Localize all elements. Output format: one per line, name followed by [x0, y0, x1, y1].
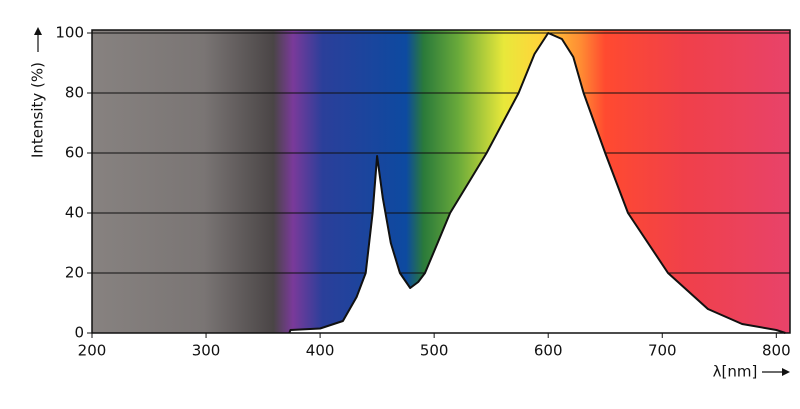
- plot-frame: [91, 29, 791, 334]
- x-tick-label: 600: [534, 342, 563, 360]
- x-tick-label: 700: [648, 342, 677, 360]
- x-axis-arrowhead: [782, 368, 790, 376]
- x-tick-label: 500: [420, 342, 449, 360]
- x-tick-label: 400: [306, 342, 335, 360]
- area: [289, 33, 786, 333]
- y-tick-label: 0: [74, 324, 84, 342]
- y-tick-label: 60: [65, 144, 84, 162]
- y-axis-arrowhead: [34, 27, 42, 35]
- x-tick-label: 200: [78, 342, 107, 360]
- y-tick-label: 40: [65, 204, 84, 222]
- line: [288, 32, 786, 334]
- x-tick-label: 800: [762, 342, 791, 360]
- y-axis-label: Intensity (%): [29, 62, 47, 158]
- y-tick-label: 80: [65, 84, 84, 102]
- x-tick-label: 300: [192, 342, 221, 360]
- y-tick-label: 100: [55, 24, 84, 42]
- y-tick-label: 20: [65, 264, 84, 282]
- x-axis-label: λ[nm]: [713, 363, 758, 381]
